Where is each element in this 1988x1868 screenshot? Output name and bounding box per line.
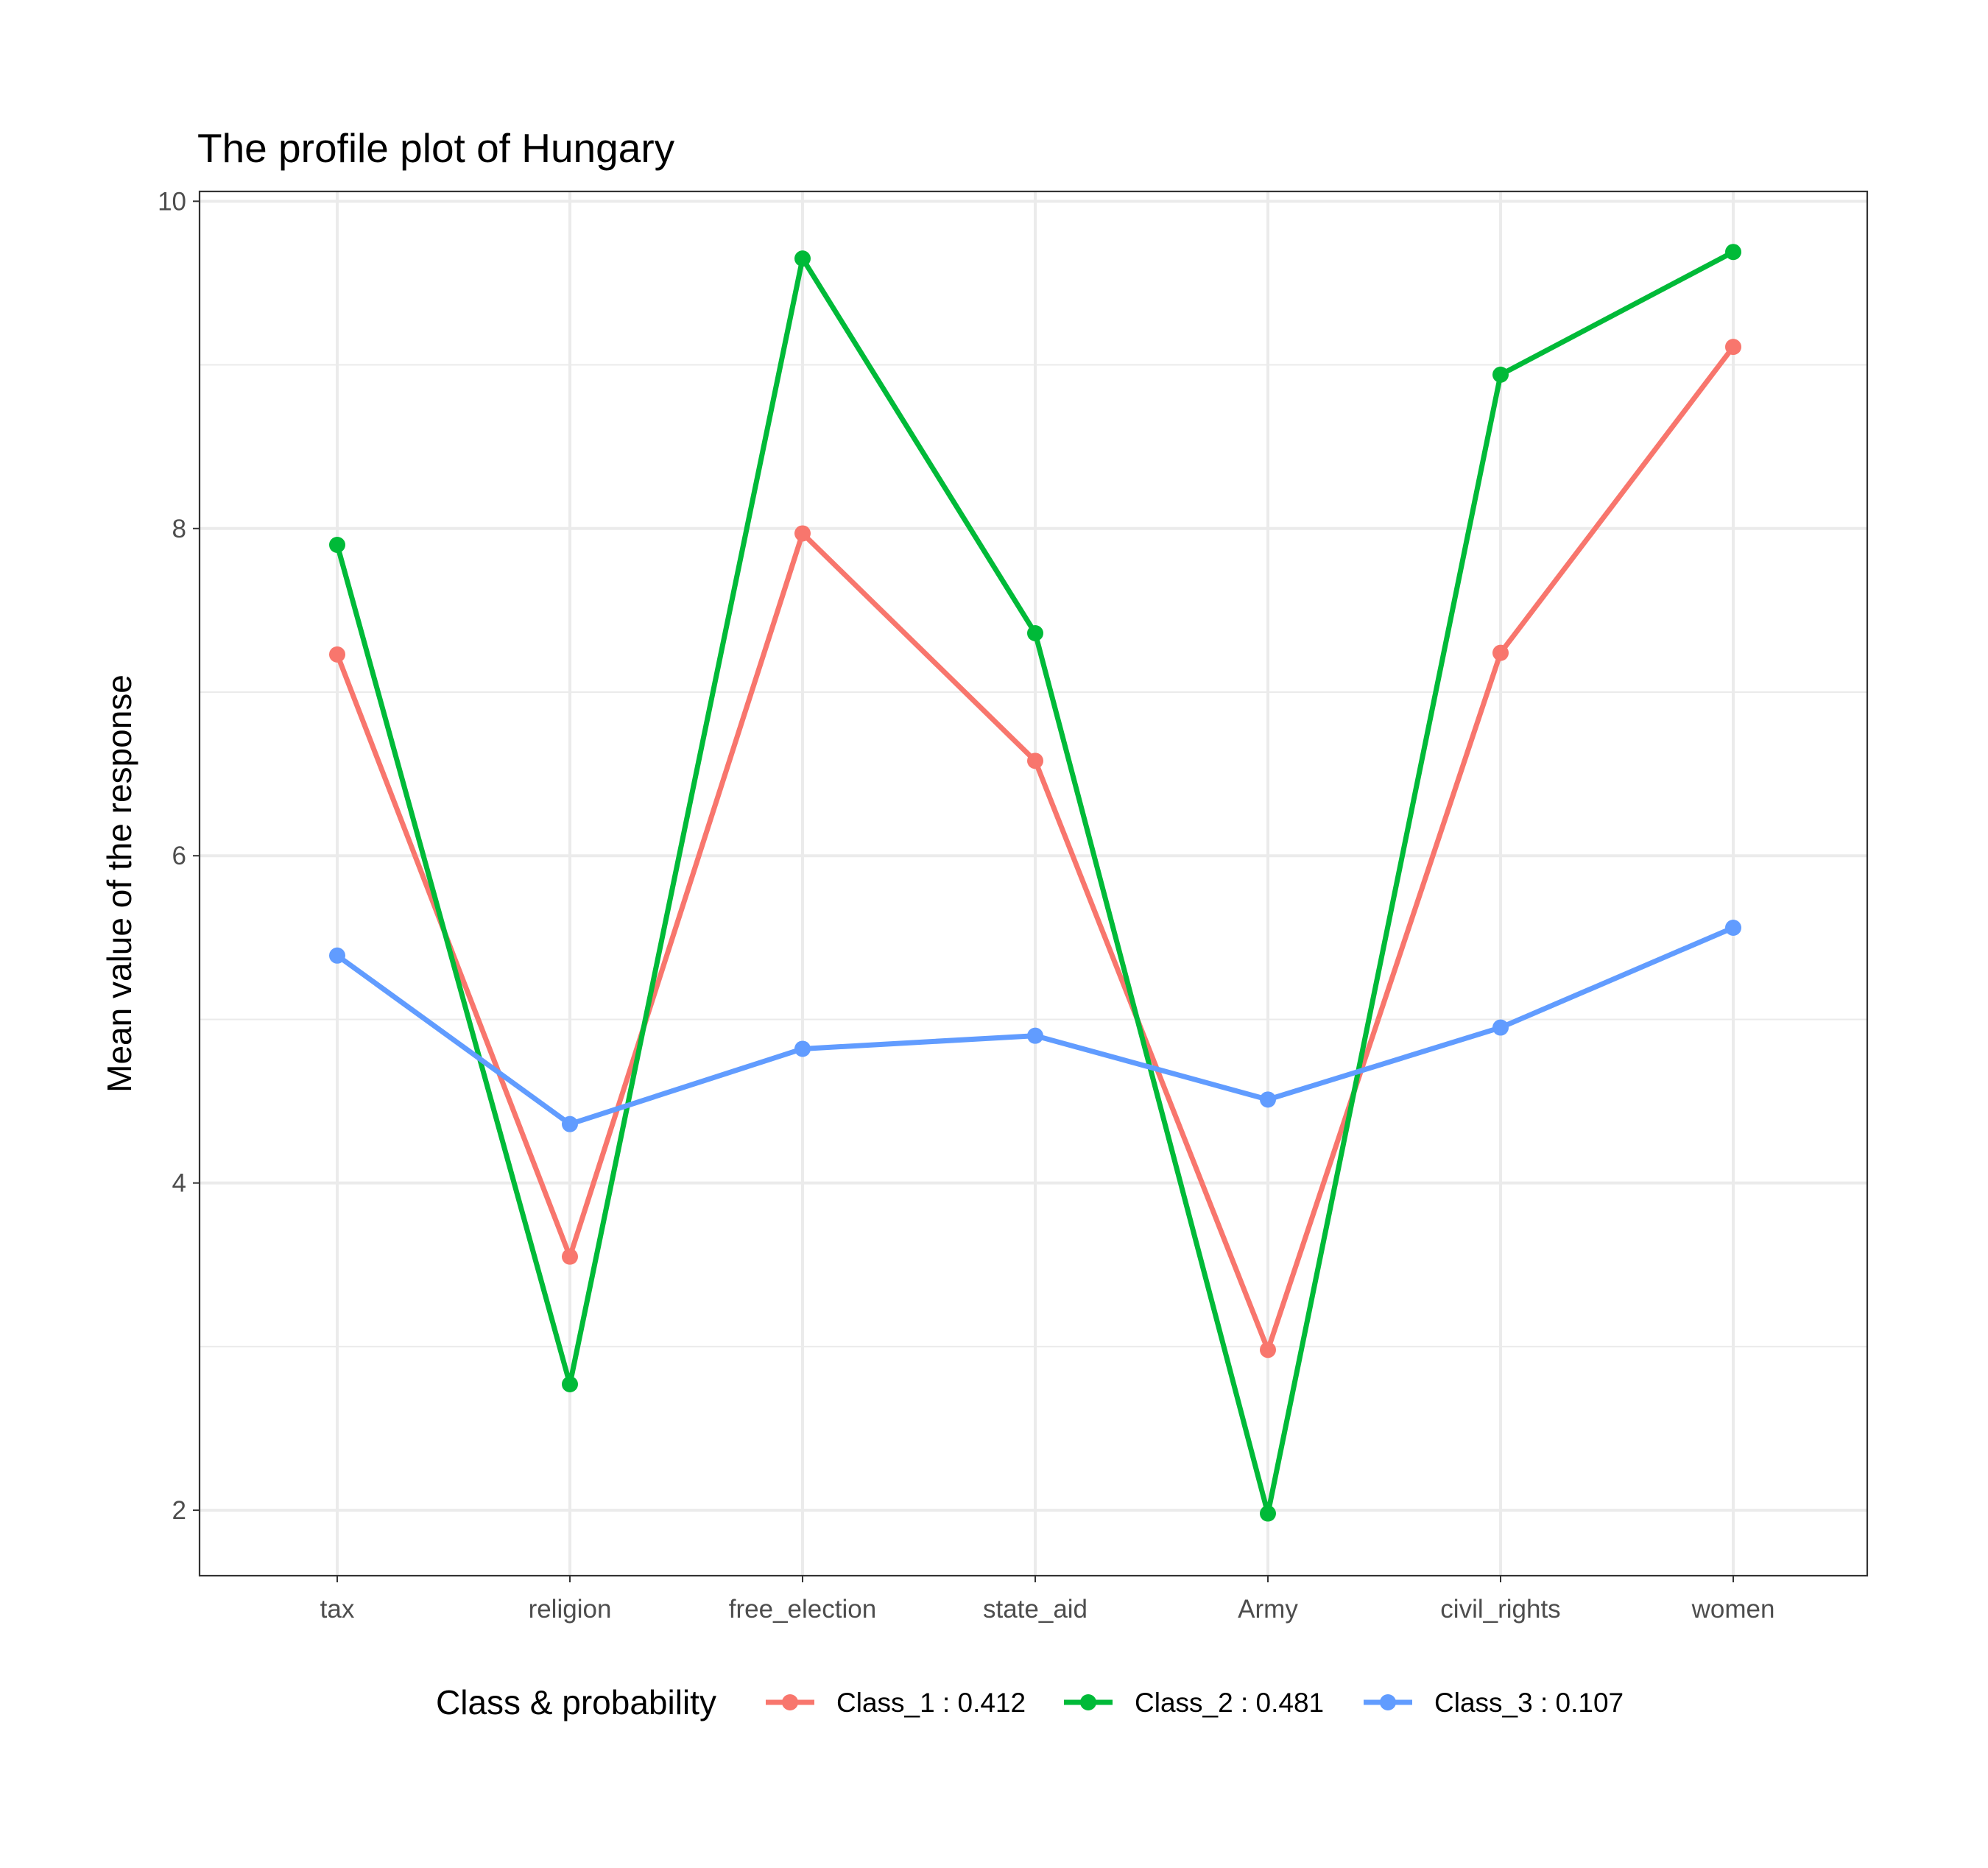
legend-item: Class_3 : 0.107 — [1364, 1688, 1624, 1718]
data-point — [1725, 244, 1741, 261]
legend-label: Class_3 : 0.107 — [1434, 1688, 1624, 1718]
x-tick-label: free_election — [729, 1595, 876, 1624]
series-3 — [329, 920, 1741, 1132]
y-axis-title: Mean value of the response — [100, 674, 138, 1093]
legend-item: Class_2 : 0.481 — [1064, 1688, 1324, 1718]
data-point — [1027, 1027, 1043, 1044]
chart-title: The profile plot of Hungary — [197, 125, 675, 171]
x-tick-label: religion — [529, 1595, 612, 1624]
data-point — [1492, 366, 1509, 383]
data-point — [562, 1248, 578, 1265]
legend-label: Class_2 : 0.481 — [1135, 1688, 1324, 1718]
data-point — [794, 525, 811, 542]
data-point — [1027, 753, 1043, 769]
data-point — [1027, 625, 1043, 641]
x-tick-label: Army — [1238, 1595, 1298, 1624]
data-point — [1725, 920, 1741, 936]
data-point — [1725, 339, 1741, 356]
data-point — [329, 537, 345, 553]
y-tick-label: 2 — [172, 1496, 186, 1525]
x-tick-label: women — [1691, 1595, 1775, 1624]
data-point — [794, 250, 811, 267]
y-tick-label: 6 — [172, 842, 186, 870]
data-point — [329, 947, 345, 964]
legend-key-point — [1080, 1694, 1096, 1710]
data-point — [562, 1115, 578, 1132]
x-tick-label: state_aid — [983, 1595, 1088, 1624]
legend-item: Class_1 : 0.412 — [766, 1688, 1026, 1718]
y-tick-label: 4 — [172, 1169, 186, 1198]
legend-key-point — [782, 1694, 798, 1710]
legend-label: Class_1 : 0.412 — [836, 1688, 1026, 1718]
legend-items: Class_1 : 0.412 Class_2 : 0.481 Class_3 : … — [766, 1688, 1624, 1718]
series-1 — [329, 339, 1741, 1358]
data-point — [1260, 1505, 1276, 1522]
y-tick-label: 10 — [158, 187, 186, 216]
tick-layer: 2 4 6 8 10 tax religion free_election state_aid A… — [158, 187, 1774, 1624]
data-point — [1260, 1091, 1276, 1108]
data-point — [329, 646, 345, 663]
panel-border — [198, 190, 1869, 1577]
series-layer — [329, 244, 1741, 1522]
x-tick-label: civil_rights — [1440, 1595, 1560, 1624]
legend-key-point — [1380, 1694, 1396, 1710]
data-point — [1492, 644, 1509, 661]
y-tick-label: 8 — [172, 515, 186, 543]
data-point — [1492, 1019, 1509, 1036]
legend: Class & probability Class_1 : 0.412 Class… — [436, 1683, 1624, 1721]
legend-title: Class & probability — [436, 1683, 716, 1721]
data-point — [562, 1376, 578, 1392]
data-point — [1260, 1342, 1276, 1358]
data-point — [794, 1040, 811, 1057]
x-tick-label: tax — [320, 1595, 355, 1624]
series-2 — [329, 244, 1741, 1522]
